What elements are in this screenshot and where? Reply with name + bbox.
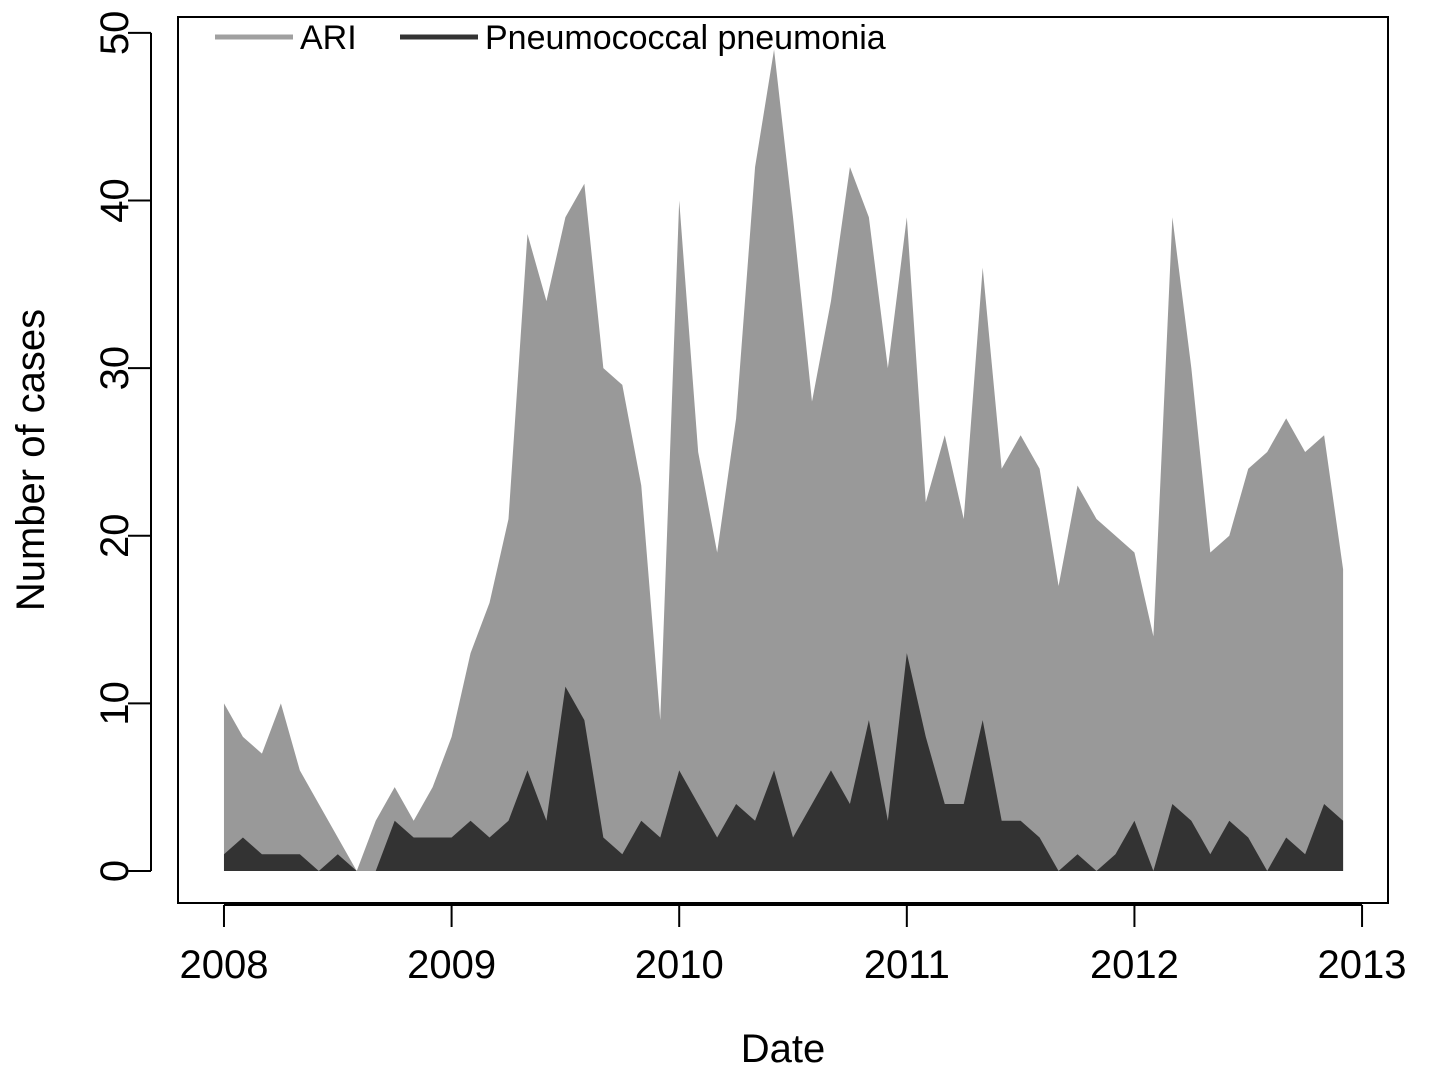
x-tick-label: 2010: [635, 943, 724, 987]
area: [223, 653, 1344, 871]
plot-frame: [177, 16, 1389, 904]
y-tick-label: 10: [93, 681, 137, 726]
y-tick-label: 40: [93, 178, 137, 223]
x-tick-label: 2009: [407, 943, 496, 987]
area: [223, 49, 1344, 871]
legend-label: ARI: [300, 19, 357, 57]
y-axis-title: Number of cases: [9, 309, 53, 611]
x-tick-label: 2011: [864, 943, 950, 987]
y-tick-label: 20: [93, 514, 137, 559]
x-tick-label: 2013: [1318, 943, 1407, 987]
y-tick-label: 0: [93, 860, 137, 882]
x-tick-label: 2012: [1090, 943, 1179, 987]
legend-label: Pneumococcal pneumonia: [485, 19, 886, 57]
x-axis-title: Date: [741, 1027, 826, 1066]
x-tick-label: 2008: [179, 943, 268, 987]
y-tick-label: 50: [93, 11, 137, 56]
y-tick-label: 30: [93, 346, 137, 391]
